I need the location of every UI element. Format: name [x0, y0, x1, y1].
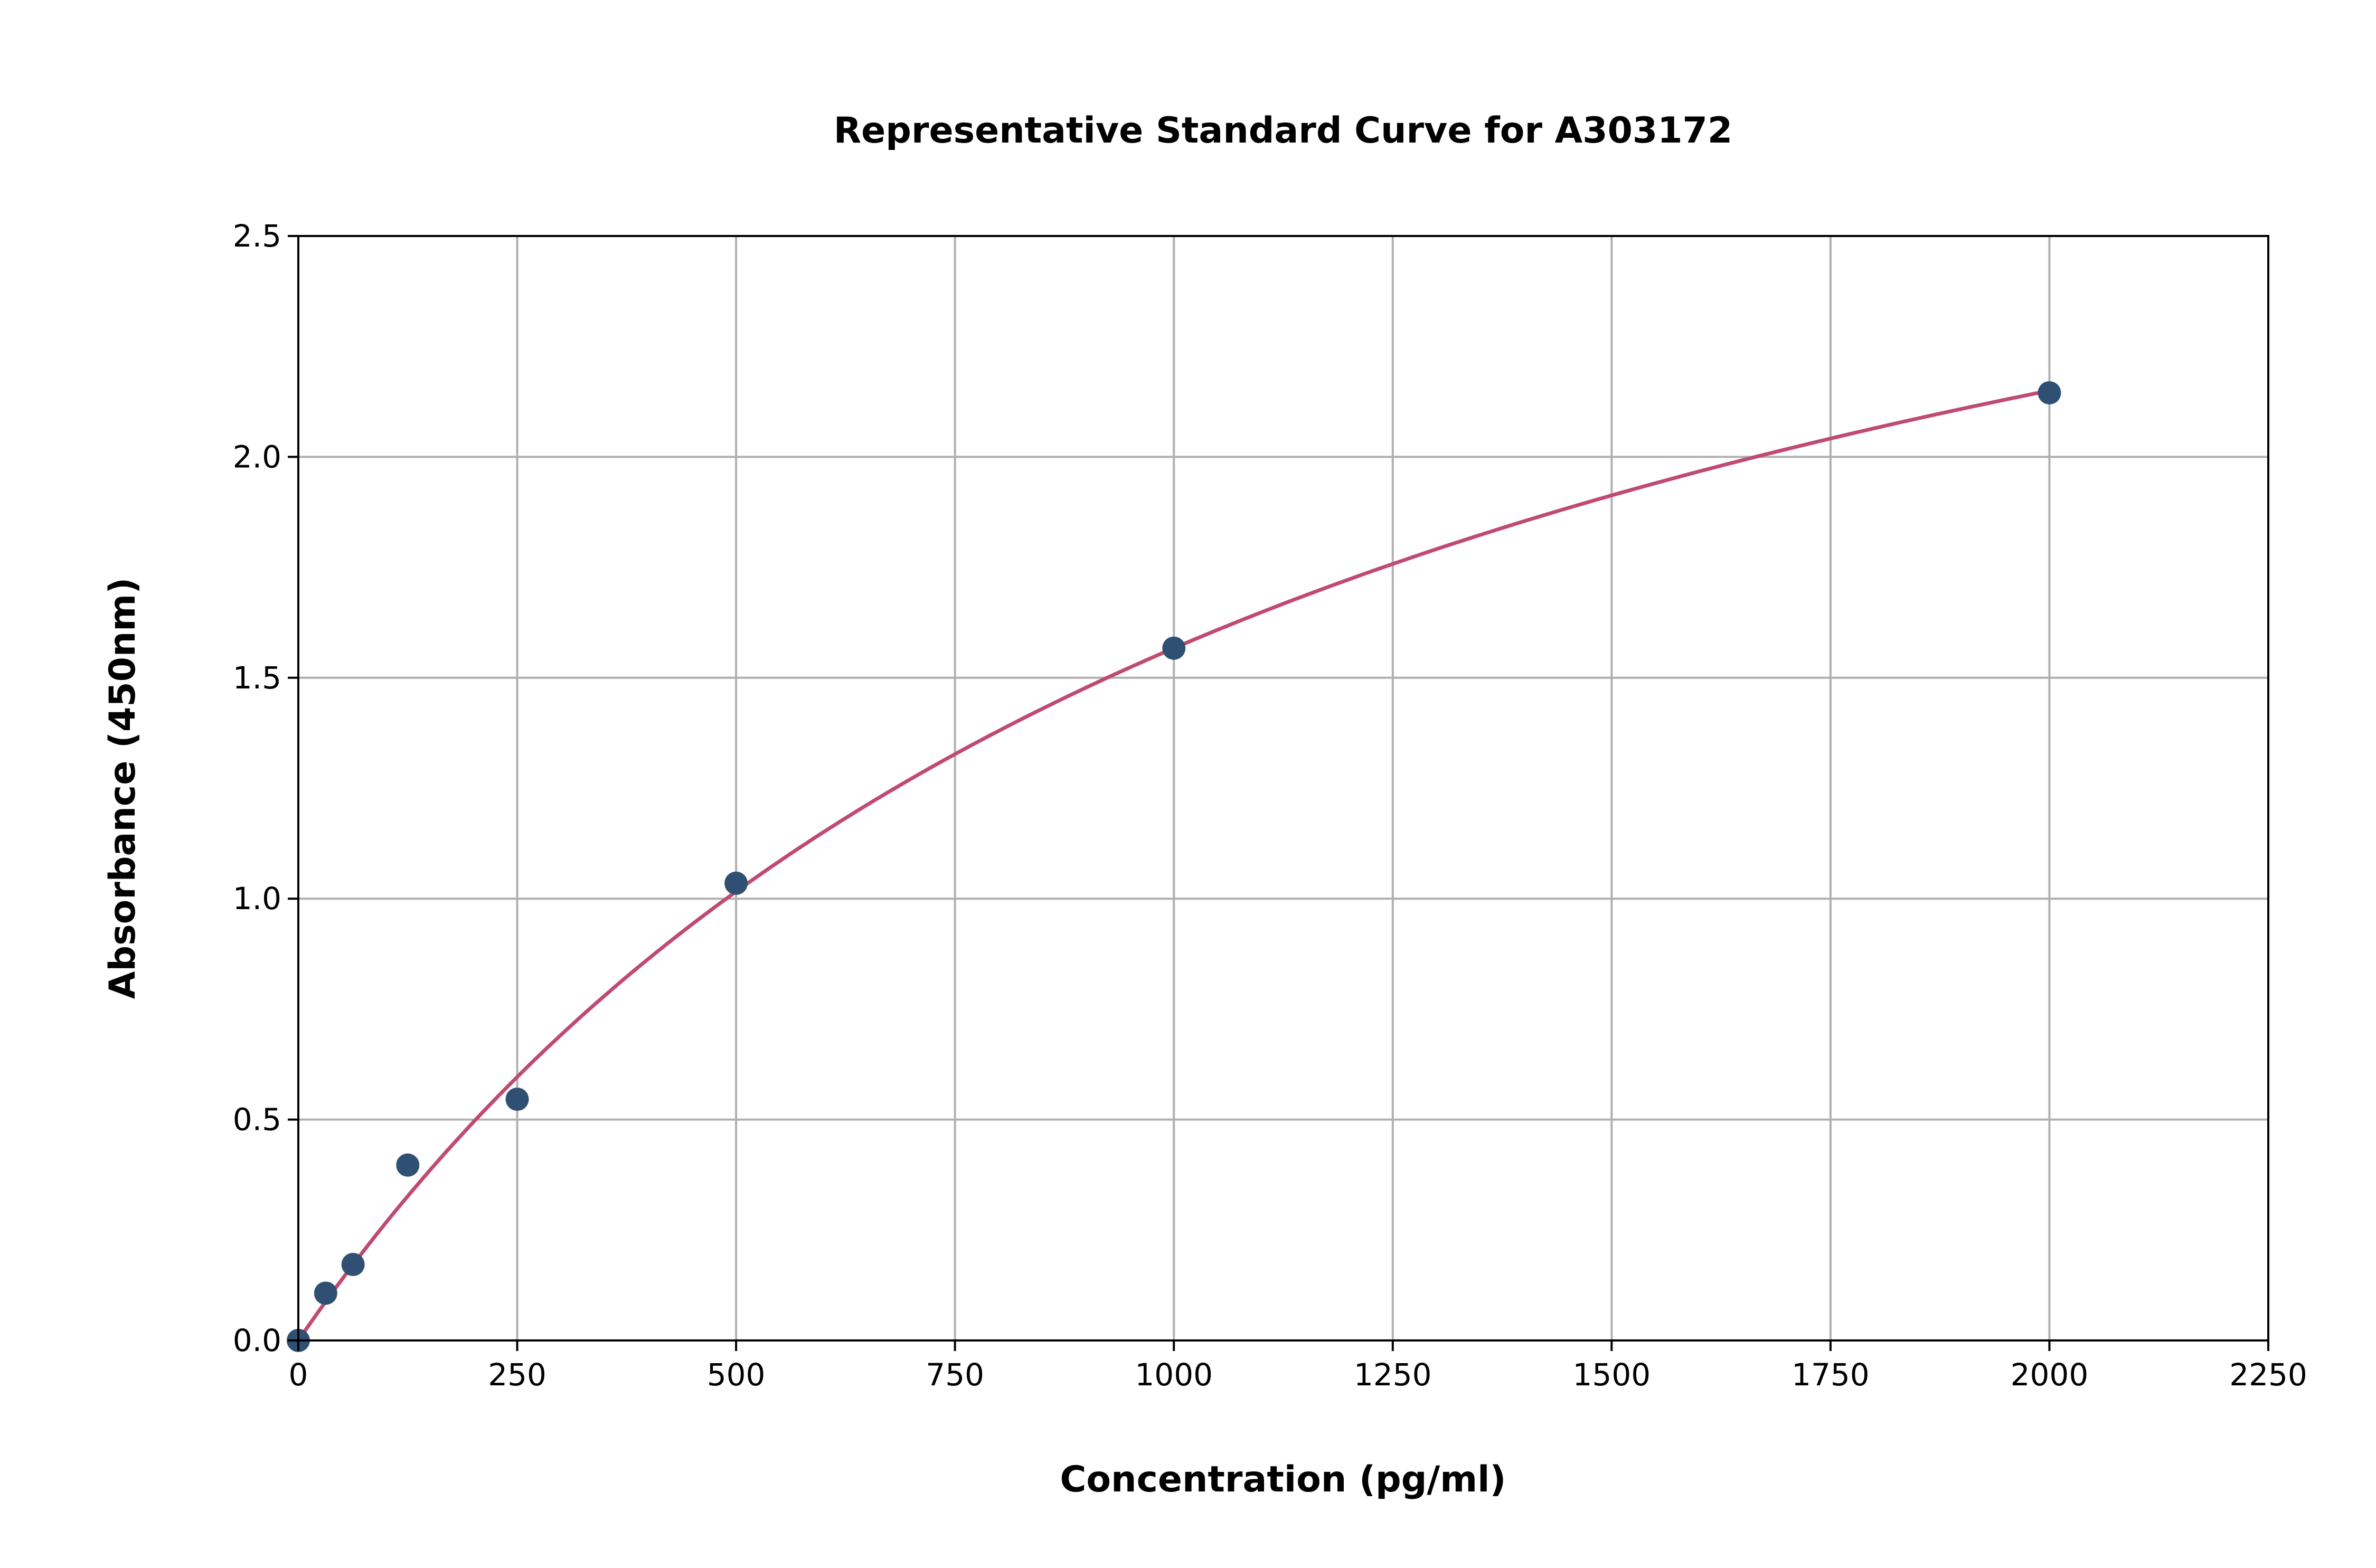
data-point	[2038, 381, 2061, 405]
y-axis-ticks: 0.0 0.5 1.0 1.5 2.0 2.5	[233, 218, 298, 1358]
x-tick-label: 1000	[1135, 1357, 1213, 1393]
x-tick-label: 500	[707, 1357, 766, 1393]
grid	[297, 235, 2269, 1342]
data-point	[341, 1253, 365, 1277]
y-tick-label: 0.0	[233, 1323, 281, 1358]
x-tick-label: 2250	[2229, 1357, 2307, 1393]
x-tick-label: 250	[488, 1357, 546, 1393]
x-tick-label: 1750	[1792, 1357, 1870, 1393]
data-point	[724, 871, 748, 895]
x-tick-label: 1250	[1354, 1357, 1432, 1393]
y-tick-label: 1.0	[233, 881, 281, 917]
data-point	[396, 1153, 420, 1177]
y-axis-label: Absorbance (450nm)	[102, 578, 144, 999]
x-axis-label: Concentration (pg/ml)	[1060, 1459, 1506, 1500]
x-tick-label: 2000	[2011, 1357, 2089, 1393]
x-tick-label: 750	[926, 1357, 984, 1393]
y-tick-label: 1.5	[233, 660, 281, 696]
chart-title: Representative Standard Curve for A30317…	[834, 110, 1732, 152]
plot-frame	[297, 235, 2269, 1342]
x-tick-label: 1500	[1573, 1357, 1651, 1393]
x-tick-label: 0	[289, 1357, 308, 1393]
data-point	[314, 1281, 337, 1305]
x-axis-ticks: 0 250 500 750 1000 1250 1500 1750 2000 2250	[289, 1340, 2307, 1393]
data-point	[505, 1088, 529, 1111]
y-tick-label: 2.5	[233, 218, 281, 254]
y-tick-label: 0.5	[233, 1102, 281, 1138]
data-point	[1162, 636, 1186, 660]
y-tick-label: 2.0	[233, 439, 281, 475]
data-points	[287, 381, 2061, 1352]
